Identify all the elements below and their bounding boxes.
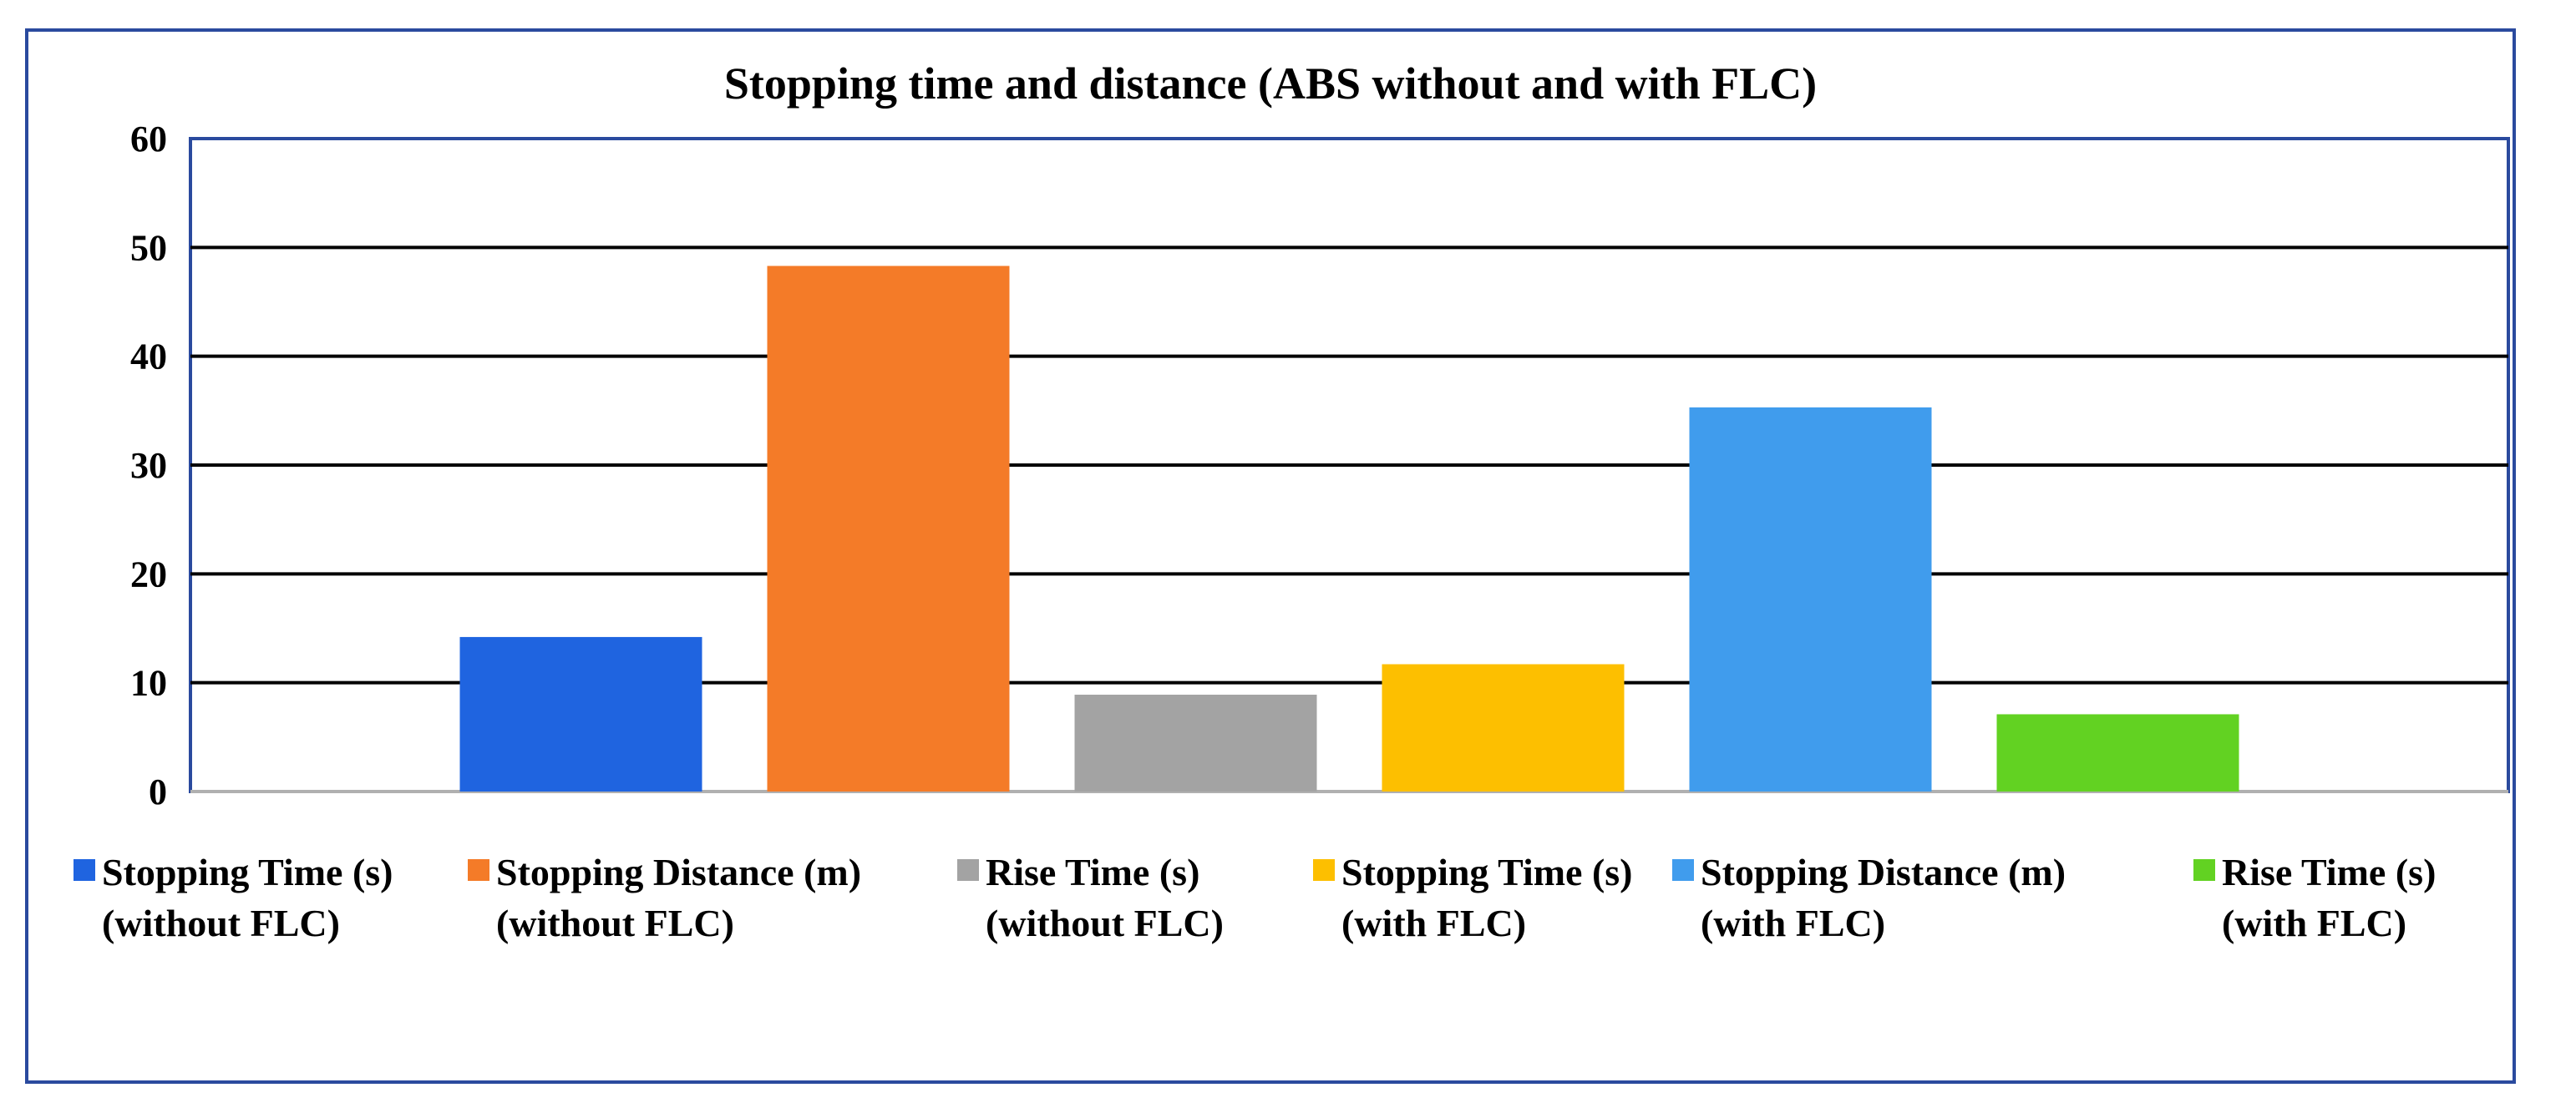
bar	[1074, 695, 1317, 792]
y-tick-label: 60	[130, 119, 167, 159]
legend-swatch	[1313, 859, 1335, 881]
legend-item: Stopping Distance (m) (without FLC)	[468, 851, 861, 944]
y-tick-label: 30	[130, 445, 167, 486]
legend-label: (without FLC)	[102, 902, 340, 944]
y-tick-label: 20	[130, 554, 167, 594]
legend-label: (with FLC)	[2222, 902, 2406, 944]
legend-label: Stopping Distance (m)	[496, 851, 861, 893]
legend-swatch	[957, 859, 979, 881]
legend-swatch	[74, 859, 95, 881]
chart-canvas: Stopping time and distance (ABS without …	[74, 58, 2510, 944]
chart-figure: Stopping time and distance (ABS without …	[25, 28, 2516, 1084]
bar	[1996, 714, 2239, 792]
y-tick-label: 50	[130, 227, 167, 268]
bar	[767, 266, 1010, 792]
legend-swatch	[468, 859, 489, 881]
y-tick-label: 40	[130, 336, 167, 377]
legend-label: (without FLC)	[496, 902, 734, 944]
bar	[459, 636, 702, 792]
y-tick-label: 0	[149, 771, 167, 812]
chart-title: Stopping time and distance (ABS without …	[724, 58, 1817, 109]
legend-label: Rise Time (s)	[986, 851, 1199, 893]
legend-item: Stopping Time (s) (without FLC)	[74, 851, 393, 944]
legend-item: Stopping Distance (m) (with FLC)	[1672, 851, 2066, 944]
legend-label: (with FLC)	[1701, 902, 1885, 944]
legend-label: Stopping Distance (m)	[1701, 851, 2066, 893]
legend-swatch	[1672, 859, 1694, 881]
legend-label: Rise Time (s)	[2222, 851, 2436, 893]
bar	[1689, 407, 1932, 792]
legend-label: Stopping Time (s)	[102, 851, 393, 893]
legend-item: Rise Time (s) (without FLC)	[957, 851, 1224, 944]
y-tick-label: 10	[130, 663, 167, 704]
legend-label: Stopping Time (s)	[1341, 851, 1633, 893]
legend-swatch	[2193, 859, 2215, 881]
legend-item: Stopping Time (s) (with FLC)	[1313, 851, 1633, 944]
legend-label: (without FLC)	[986, 902, 1224, 944]
legend-label: (with FLC)	[1341, 902, 1526, 944]
legend-item: Rise Time (s) (with FLC)	[2193, 851, 2436, 944]
bar	[1382, 664, 1625, 792]
